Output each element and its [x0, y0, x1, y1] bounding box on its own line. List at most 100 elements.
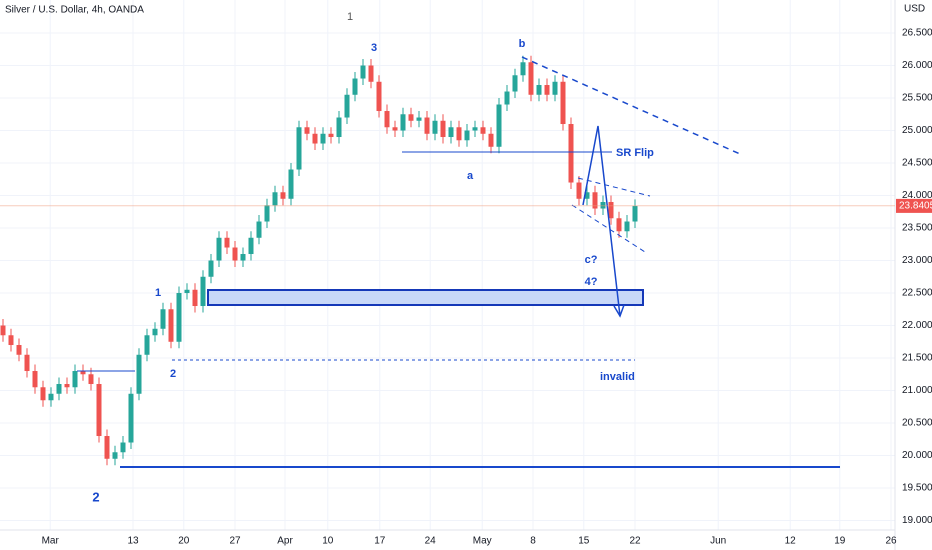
candle-body — [96, 384, 102, 437]
candle-body — [272, 192, 278, 206]
candle-body — [360, 65, 366, 79]
candle-body — [120, 442, 126, 453]
x-tick-label: 8 — [530, 536, 536, 547]
wave-label: a — [467, 170, 474, 182]
candle-body — [496, 104, 502, 147]
channel-top — [577, 177, 651, 197]
wave-label: 2 — [92, 489, 99, 504]
candle-body — [112, 452, 118, 459]
candle-body — [456, 127, 462, 141]
candle-body — [288, 169, 294, 199]
projection-arrow — [582, 125, 621, 317]
x-tick-label: 13 — [127, 536, 139, 547]
candle-body — [136, 354, 142, 394]
wave-label: c? — [585, 254, 598, 266]
x-tick-label: 26 — [885, 536, 897, 547]
grid — [0, 0, 895, 530]
candle-body — [128, 393, 134, 443]
y-tick-label: 24.00000 — [902, 190, 932, 201]
candle-body — [352, 78, 358, 95]
candle-body — [320, 133, 326, 144]
candle-body — [104, 436, 110, 459]
candle-body — [336, 117, 342, 138]
candle-body — [416, 117, 422, 121]
x-tick-label: 24 — [425, 536, 437, 547]
y-tick-label: 24.50000 — [902, 158, 932, 169]
candle-body — [528, 62, 534, 95]
x-tick-label: Jun — [710, 536, 726, 547]
candle-body — [192, 289, 198, 307]
candle-body — [584, 192, 590, 199]
candle-body — [464, 130, 470, 141]
candle-body — [240, 254, 246, 261]
channel-bottom — [571, 204, 646, 253]
x-tick-label: 15 — [578, 536, 590, 547]
candle-body — [16, 345, 22, 355]
y-tick-label: 22.50000 — [902, 288, 932, 299]
wave-label: 3 — [371, 42, 377, 54]
y-tick-label: 26.00000 — [902, 60, 932, 71]
x-tick-label: 17 — [374, 536, 386, 547]
candle-body — [448, 127, 454, 138]
candle-body — [56, 384, 62, 394]
y-tick-label: 23.50000 — [902, 223, 932, 234]
candle-body — [144, 335, 150, 355]
candle-body — [392, 127, 398, 131]
candle-body — [616, 218, 622, 232]
candle-body — [608, 202, 614, 219]
wave-label: SR Flip — [616, 147, 654, 159]
trend-line — [521, 56, 741, 155]
candle-body — [40, 387, 46, 401]
candle-body — [72, 371, 78, 388]
candle-body — [552, 81, 558, 95]
candle-body — [520, 62, 526, 76]
candle-body — [264, 205, 270, 222]
annotations: 1 3 b SR Flip a c? 4? 1 2 invalid 2 — [92, 11, 654, 505]
arrow-head — [613, 304, 625, 318]
candle-body — [176, 293, 182, 342]
x-tick-label: Apr — [277, 536, 293, 547]
candle-body — [312, 133, 318, 144]
candle-body — [440, 120, 446, 138]
x-tick-label: 20 — [178, 536, 190, 547]
last-price-label: 23.84050 — [899, 201, 932, 212]
y-tick-label: 19.50000 — [902, 483, 932, 494]
candle-body — [576, 182, 582, 199]
x-tick-label: 19 — [834, 536, 846, 547]
wave-label: 1 — [155, 287, 161, 299]
candle-body — [216, 237, 222, 261]
candle-body — [536, 85, 542, 95]
candle-body — [376, 81, 382, 112]
candle-body — [32, 371, 38, 388]
candle-body — [600, 202, 606, 209]
y-tick-label: 20.00000 — [902, 450, 932, 461]
x-tick-label: 12 — [785, 536, 797, 547]
candle-body — [344, 94, 350, 118]
candle-body — [88, 374, 94, 385]
candle-body — [296, 127, 302, 170]
candle-body — [488, 133, 494, 147]
wave-label: invalid — [600, 371, 635, 383]
candle-body — [560, 81, 566, 125]
candle-body — [400, 114, 406, 131]
x-tick-label: 10 — [322, 536, 334, 547]
y-tick-label: 22.00000 — [902, 320, 932, 331]
candle-body — [624, 221, 630, 232]
candle-body — [368, 65, 374, 82]
candle-body — [168, 309, 174, 342]
candle-body — [256, 221, 262, 238]
candle-body — [384, 111, 390, 128]
candle-body — [424, 117, 430, 134]
candle-body — [8, 335, 14, 346]
candle-body — [592, 192, 598, 209]
candle-body — [480, 127, 486, 134]
y-tick-label: 25.50000 — [902, 93, 932, 104]
chart-title: Silver / U.S. Dollar, 4h, OANDA — [5, 5, 144, 16]
candle-body — [152, 328, 158, 336]
candle-body — [208, 260, 214, 277]
candle-body — [232, 247, 238, 261]
last-price-box — [896, 198, 932, 213]
y-tick-label: 25.00000 — [902, 125, 932, 136]
candle-body — [632, 205, 638, 222]
